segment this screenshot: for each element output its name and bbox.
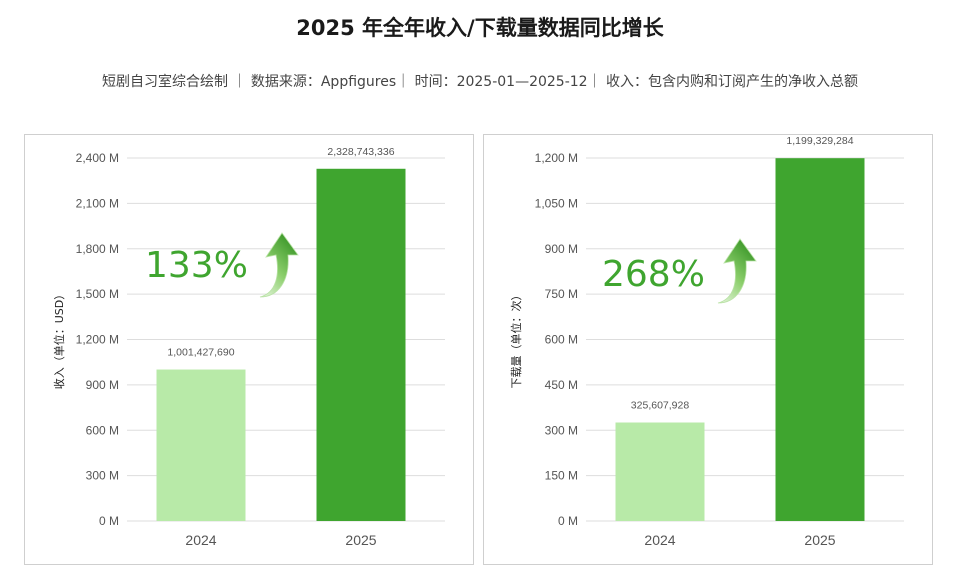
y-tick-label: 300 M — [86, 469, 119, 483]
bar-value-label: 2,328,743,336 — [327, 146, 394, 158]
y-axis-title: 收入（单位：USD） — [52, 289, 66, 390]
y-tick-label: 1,200 M — [76, 333, 119, 347]
downloads-chart: 0 M 150 M 300 M 450 M 600 M 750 M 900 M 1,050 M… — [509, 135, 904, 548]
bar-value-label: 1,001,427,690 — [167, 347, 234, 359]
growth-arrow-shape — [717, 238, 757, 304]
y-tick-label: 0 M — [99, 514, 119, 528]
bar-value-label: 1,199,329,284 — [786, 135, 853, 147]
x-category-label: 2024 — [644, 532, 675, 548]
y-tick-label: 600 M — [545, 333, 578, 347]
revenue-chart: 0 M 300 M 600 M 900 M 1,200 M 1,500 M 1,800 M 2… — [52, 146, 445, 548]
x-category-label: 2025 — [804, 532, 835, 548]
y-tick-label: 300 M — [545, 423, 578, 437]
y-tick-label: 2,400 M — [76, 151, 119, 165]
y-tick-label: 1,050 M — [535, 196, 578, 210]
growth-arrow-shape — [259, 232, 299, 298]
y-tick-label: 900 M — [545, 242, 578, 256]
y-tick-label: 750 M — [545, 287, 578, 301]
y-tick-label: 600 M — [86, 423, 119, 437]
bar-value-label: 325,607,928 — [631, 400, 690, 412]
bar-2024 — [615, 422, 705, 521]
bar-2024 — [156, 369, 246, 521]
chart-title: 2025 年全年收入/下载量数据同比增长 — [296, 16, 664, 40]
bar-2025 — [316, 168, 406, 521]
y-tick-label: 900 M — [86, 378, 119, 392]
growth-arrow-icon — [717, 238, 757, 304]
x-category-label: 2025 — [345, 532, 376, 548]
y-tick-label: 0 M — [558, 514, 578, 528]
chart-subtitle: 短剧自习室综合绘制 ｜ 数据来源：Appfigures｜ 时间：2025-01—… — [101, 74, 859, 90]
y-tick-label: 150 M — [545, 469, 578, 483]
y-tick-label: 1,800 M — [76, 242, 119, 256]
growth-percentage-label: 268% — [602, 254, 705, 295]
downloads-chart-panel: 0 M 150 M 300 M 450 M 600 M 750 M 900 M 1,050 M… — [483, 134, 933, 565]
growth-percentage-label: 133% — [145, 245, 248, 286]
revenue-chart-panel: 0 M 300 M 600 M 900 M 1,200 M 1,500 M 1,800 M 2… — [24, 134, 474, 565]
y-axis-title: 下载量（单位：次） — [509, 290, 523, 389]
y-tick-label: 2,100 M — [76, 196, 119, 210]
x-category-label: 2024 — [185, 532, 216, 548]
growth-arrow-icon — [259, 232, 299, 298]
y-tick-label: 1,200 M — [535, 151, 578, 165]
y-tick-label: 1,500 M — [76, 287, 119, 301]
bar-2025 — [775, 158, 865, 522]
y-tick-label: 450 M — [545, 378, 578, 392]
